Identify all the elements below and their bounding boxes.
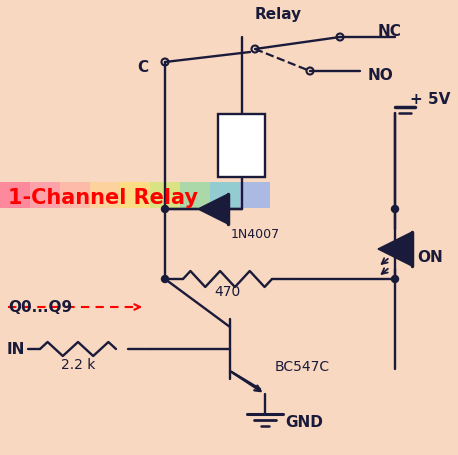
Bar — [60, 182, 90, 208]
Bar — [30, 182, 60, 208]
Text: NO: NO — [368, 68, 394, 83]
Bar — [0, 182, 30, 208]
Bar — [218, 115, 265, 177]
Bar — [90, 182, 120, 208]
Text: NC: NC — [378, 25, 402, 40]
Text: Q0...Q9: Q0...Q9 — [8, 300, 72, 315]
Text: 2.2 k: 2.2 k — [61, 357, 95, 371]
Text: 470: 470 — [214, 284, 240, 298]
Bar — [150, 182, 180, 208]
Circle shape — [162, 276, 169, 283]
Bar — [210, 182, 240, 208]
Text: BC547C: BC547C — [275, 359, 330, 373]
Circle shape — [162, 206, 169, 213]
Circle shape — [392, 276, 398, 283]
Polygon shape — [198, 195, 228, 224]
Bar — [120, 182, 150, 208]
Polygon shape — [378, 233, 412, 267]
Bar — [180, 182, 210, 208]
Text: IN: IN — [6, 342, 25, 357]
Text: ON: ON — [417, 250, 443, 265]
Text: C: C — [137, 61, 148, 76]
Text: Relay: Relay — [255, 7, 301, 22]
Text: GND: GND — [285, 415, 323, 430]
Text: 1N4007: 1N4007 — [231, 228, 280, 241]
Text: + 5V: + 5V — [410, 92, 450, 107]
Bar — [240, 182, 270, 208]
Circle shape — [392, 206, 398, 213]
Text: 1-Channel Relay: 1-Channel Relay — [8, 187, 198, 207]
